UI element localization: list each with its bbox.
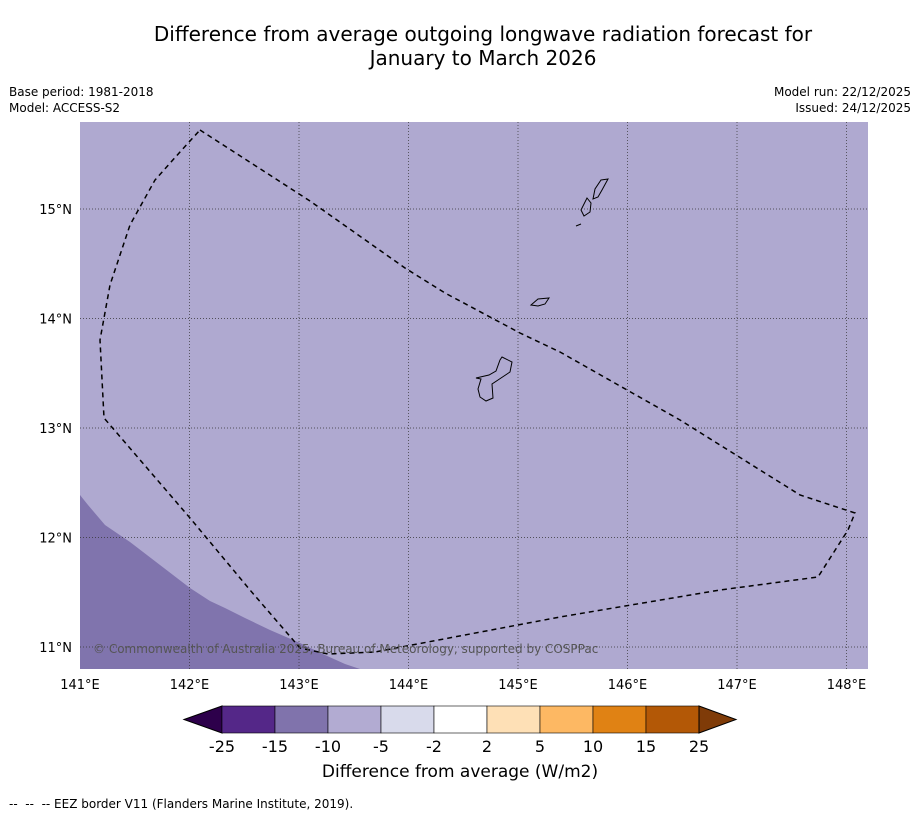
- island-aguijan: [575, 223, 582, 227]
- island-guam: [475, 356, 513, 402]
- island-tinian: [580, 197, 592, 217]
- lat-tick-label: 14°N: [39, 313, 72, 328]
- lat-tick-label: 12°N: [39, 532, 72, 547]
- lon-tick-label: 144°E: [389, 678, 429, 693]
- colorbar-title: Difference from average (W/m2): [321, 762, 599, 782]
- colorbar-label: 5: [534, 737, 546, 756]
- lon-tick-label: 147°E: [717, 678, 757, 693]
- meta-right: Model run: 22/12/2025 Issued: 24/12/2025: [774, 84, 911, 116]
- map-area: © Commonwealth of Australia 2025, Bureau…: [80, 122, 868, 669]
- colorbar-segment: [274, 705, 329, 734]
- eez-border: [99, 129, 857, 655]
- lon-tick-label: 143°E: [279, 678, 319, 693]
- base-period: Base period: 1981-2018: [9, 85, 154, 99]
- island-rota: [529, 297, 550, 307]
- lon-tick-label: 148°E: [827, 678, 867, 693]
- footer-note: -- -- -- EEZ border V11 (Flanders Marine…: [9, 797, 354, 811]
- lon-tick-label: 146°E: [608, 678, 648, 693]
- title-line-2: January to March 2026: [369, 46, 597, 70]
- colorbar-label: 2: [481, 737, 493, 756]
- lon-tick-label: 142°E: [170, 678, 210, 693]
- model-name: Model: ACCESS-S2: [9, 101, 121, 115]
- colorbar-segment: [380, 705, 435, 734]
- anomaly-lower-region: [80, 495, 360, 669]
- colorbar-segment: [592, 705, 647, 734]
- colorbar-label: 10: [582, 737, 604, 756]
- colorbar-segment: [221, 705, 276, 734]
- colorbar-label: 25: [688, 737, 710, 756]
- lat-tick-label: 13°N: [39, 422, 72, 437]
- chart-title: Difference from average outgoing longwav…: [0, 22, 919, 70]
- lat-tick-label: 11°N: [39, 641, 72, 656]
- anomaly-background: [80, 122, 868, 669]
- model-run: Model run: 22/12/2025: [773, 85, 911, 99]
- colorbar-segment: [327, 705, 382, 734]
- meta-left: Base period: 1981-2018 Model: ACCESS-S2: [9, 84, 154, 116]
- colorbar-segment: [645, 705, 700, 734]
- axis-labels: 141°E 142°E 143°E 144°E 145°E 146°E 147°E 148°E…: [39, 203, 866, 693]
- colorbar-segment: [486, 705, 541, 734]
- colorbar-extend-high: [698, 705, 738, 734]
- lon-tick-label: 145°E: [498, 678, 538, 693]
- colorbar-label: -15: [261, 737, 289, 756]
- lat-tick-label: 15°N: [39, 203, 72, 218]
- graticule: [80, 122, 868, 669]
- title-line-1: Difference from average outgoing longwav…: [153, 22, 813, 46]
- colorbar-segment: [433, 705, 488, 734]
- colorbar-label: -5: [373, 737, 389, 756]
- island-saipan: [592, 178, 609, 200]
- colorbar-extend-low: [182, 705, 223, 734]
- lon-tick-label: 141°E: [60, 678, 100, 693]
- issued-date: Issued: 24/12/2025: [795, 101, 911, 115]
- colorbar-label: -25: [208, 737, 236, 756]
- colorbar-segment: [539, 705, 594, 734]
- colorbar: [182, 705, 738, 734]
- colorbar-label: -2: [426, 737, 442, 756]
- colorbar-label: 15: [635, 737, 657, 756]
- colorbar-label: -10: [314, 737, 342, 756]
- copyright-notice: © Commonwealth of Australia 2025, Bureau…: [93, 642, 598, 656]
